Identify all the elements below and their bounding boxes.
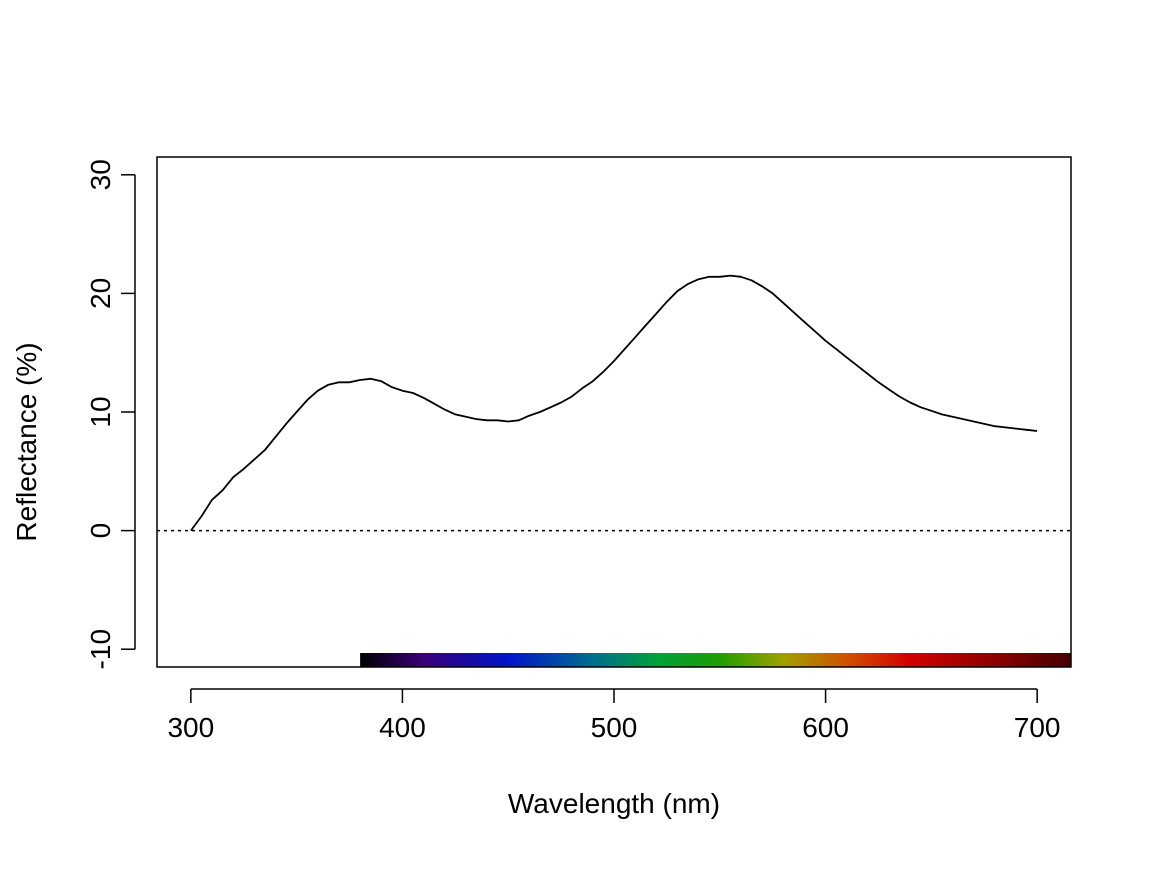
x-tick-label: 300 — [167, 712, 214, 743]
plot-frame — [156, 156, 1072, 668]
x-axis-title: Wavelength (nm) — [508, 788, 720, 819]
y-tick-label: 30 — [85, 159, 116, 190]
y-tick-label: 20 — [85, 278, 116, 309]
y-tick-label: 10 — [85, 396, 116, 427]
spectrum-bar-group — [360, 653, 1072, 667]
y-tick-label: -10 — [85, 629, 116, 669]
axes-group: 300 400 500 600 700 -10 0 10 20 30 — [85, 159, 1061, 743]
series-line-1 — [190, 274, 1038, 532]
x-tick-label: 600 — [802, 712, 849, 743]
y-tick-label: 0 — [85, 523, 116, 539]
y-axis-title: Reflectance (%) — [11, 342, 42, 541]
x-tick-label: 500 — [591, 712, 638, 743]
spectrum-bar — [360, 653, 1072, 667]
x-tick-label: 400 — [379, 712, 426, 743]
series-group — [190, 274, 1038, 532]
x-tick-label: 700 — [1014, 712, 1061, 743]
